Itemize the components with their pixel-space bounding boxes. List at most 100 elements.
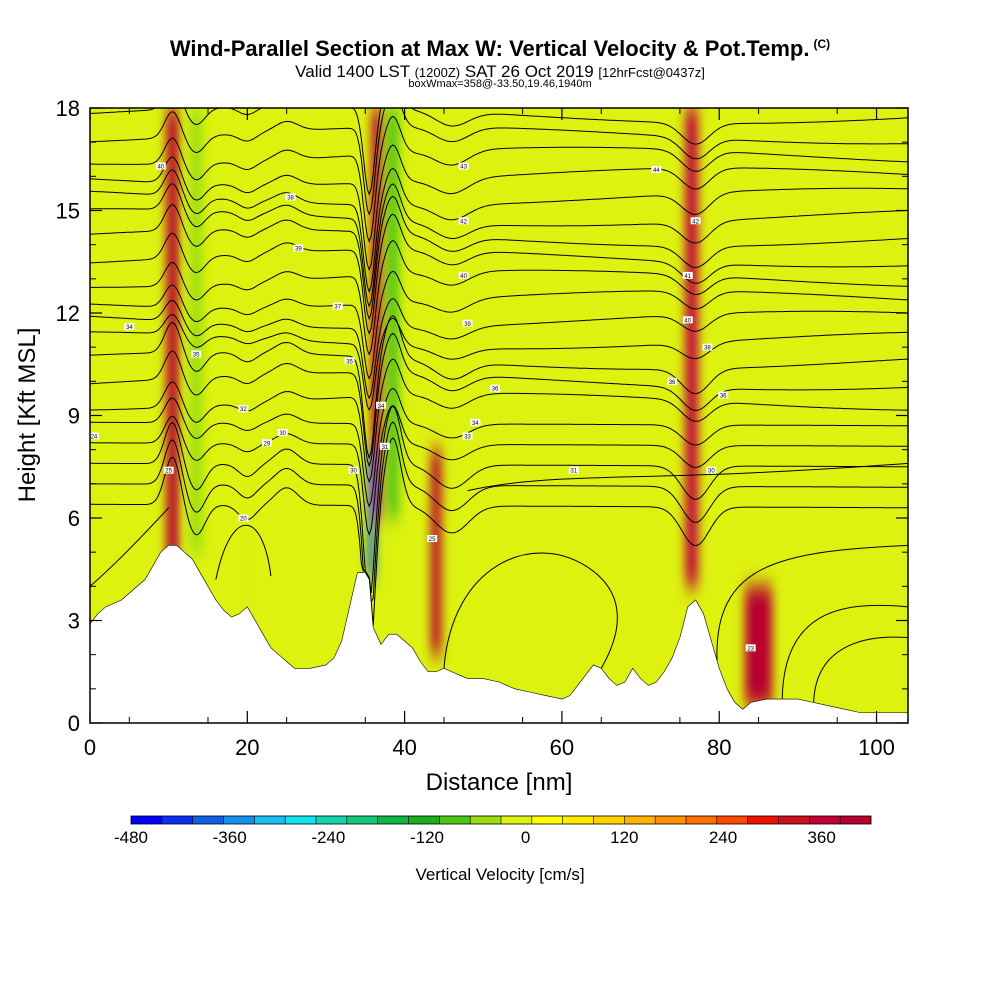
contour-label-15: 31 bbox=[379, 442, 390, 451]
w-band-4 bbox=[368, 449, 376, 580]
colorbar-swatch-0 bbox=[131, 816, 163, 824]
colorbar-swatch-15 bbox=[593, 816, 625, 824]
contour-label-29: 42 bbox=[690, 217, 701, 225]
colorbar-swatch-11 bbox=[470, 816, 502, 824]
chart-title: Wind-Parallel Section at Max W: Vertical… bbox=[0, 36, 1000, 62]
theta-contour-11 bbox=[90, 240, 908, 356]
theta-contour-13 bbox=[90, 195, 908, 321]
forecast-info: [12hrFcst@0437z] bbox=[598, 65, 705, 80]
colorbar-tick-5: 120 bbox=[610, 828, 638, 847]
colorbar-swatch-16 bbox=[624, 816, 656, 824]
contour-label-20: 39 bbox=[462, 319, 473, 328]
contour-label-3: 25 bbox=[163, 466, 174, 475]
theta-contour-10 bbox=[90, 270, 908, 380]
w-band-3 bbox=[371, 108, 383, 518]
colorbar-swatch-3 bbox=[223, 816, 255, 824]
colorbar-swatch-10 bbox=[439, 816, 471, 824]
theta-contour-low-2 bbox=[443, 552, 618, 669]
chart-title-text: Wind-Parallel Section at Max W: Vertical… bbox=[169, 36, 810, 61]
svg-text:36: 36 bbox=[720, 394, 727, 400]
chart-subtitle: Valid 1400 LST (1200Z) SAT 26 Oct 2019 [… bbox=[0, 62, 1000, 82]
colorbar-tick-4: 0 bbox=[521, 828, 530, 847]
colorbar-swatch-21 bbox=[778, 816, 810, 824]
contour-label-17: 43 bbox=[458, 162, 469, 171]
svg-text:20: 20 bbox=[240, 517, 247, 523]
colorbar-swatch-8 bbox=[377, 816, 409, 824]
svg-text:38: 38 bbox=[704, 346, 711, 352]
contour-label-8: 30 bbox=[277, 429, 288, 437]
contour-label-26: 36 bbox=[667, 377, 678, 386]
colorbar-swatch-23 bbox=[840, 816, 872, 824]
theta-contour-5 bbox=[90, 358, 908, 484]
utc-time: (1200Z) bbox=[414, 65, 461, 80]
colorbar-swatch-2 bbox=[192, 816, 224, 824]
contour-label-14: 34 bbox=[376, 401, 387, 410]
colorbar-swatch-17 bbox=[655, 816, 687, 824]
valid-time: Valid 1400 LST bbox=[295, 62, 410, 81]
colorbar-swatch-9 bbox=[408, 816, 440, 824]
colorbar-tick-6: 240 bbox=[709, 828, 737, 847]
y-tick-label-3: 9 bbox=[68, 404, 80, 429]
colorbar-swatch-19 bbox=[716, 816, 748, 824]
theta-contour-18 bbox=[90, 108, 908, 216]
contour-label-16: 25 bbox=[427, 535, 438, 543]
svg-text:40: 40 bbox=[460, 274, 467, 280]
colorbar-swatch-22 bbox=[809, 816, 841, 824]
contour-label-13: 30 bbox=[348, 466, 359, 475]
w-band-0 bbox=[166, 108, 179, 655]
contour-label-27: 41 bbox=[682, 271, 693, 280]
theta-contour-14 bbox=[90, 183, 908, 308]
svg-text:41: 41 bbox=[684, 274, 691, 280]
contour-label-10: 39 bbox=[293, 244, 304, 253]
svg-text:38: 38 bbox=[287, 195, 294, 201]
colorbar-swatch-20 bbox=[747, 816, 779, 824]
colorbar-tick-3: -120 bbox=[410, 828, 444, 847]
svg-text:35: 35 bbox=[346, 359, 353, 365]
theta-contour-low-0 bbox=[90, 507, 170, 587]
theta-contour-12 bbox=[90, 213, 908, 335]
valid-date: SAT 26 Oct 2019 bbox=[464, 62, 594, 81]
theta-contour-low-3 bbox=[716, 544, 908, 689]
w-band-1 bbox=[190, 108, 203, 553]
x-tick-label-3: 60 bbox=[550, 735, 574, 760]
theta-contour-8 bbox=[90, 313, 908, 411]
svg-text:37: 37 bbox=[334, 305, 341, 311]
y-tick-label-4: 12 bbox=[56, 301, 80, 326]
theta-contour-low-1 bbox=[215, 524, 272, 580]
x-axis-label: Distance [nm] bbox=[426, 769, 573, 796]
svg-text:40: 40 bbox=[684, 318, 691, 324]
svg-text:39: 39 bbox=[295, 247, 302, 253]
theta-contour-16 bbox=[90, 144, 908, 271]
theta-contour-4 bbox=[90, 387, 908, 508]
svg-text:31: 31 bbox=[570, 469, 577, 475]
w-band-2 bbox=[242, 483, 253, 621]
contour-label-11: 37 bbox=[332, 302, 343, 311]
colorbar-tick-0: -480 bbox=[114, 828, 148, 847]
y-tick-label-6: 18 bbox=[56, 96, 80, 121]
theta-contour-9 bbox=[90, 298, 908, 400]
svg-text:40: 40 bbox=[157, 165, 164, 171]
svg-text:42: 42 bbox=[460, 219, 467, 225]
theta-contour-17 bbox=[90, 115, 908, 243]
contour-label-9: 38 bbox=[285, 193, 296, 201]
terrain-profile bbox=[90, 545, 908, 723]
theta-contour-low-5 bbox=[813, 636, 908, 706]
contour-label-2: 40 bbox=[155, 162, 166, 171]
theta-contour-2 bbox=[90, 405, 908, 593]
theta-contour-0 bbox=[90, 437, 908, 626]
theta-contour-low-6 bbox=[467, 462, 908, 492]
vertical-velocity-field: 24 34 40 25 35 32 20 29 30 38 39 37 35 30 34 31 25 43 42 40… bbox=[90, 108, 908, 723]
colorbar-label: Vertical Velocity [cm/s] bbox=[415, 865, 584, 884]
contour-label-6: 20 bbox=[238, 514, 249, 523]
theta-contour-low-4 bbox=[781, 604, 908, 703]
colorbar-swatch-5 bbox=[285, 816, 317, 824]
svg-text:35: 35 bbox=[193, 353, 200, 359]
svg-text:34: 34 bbox=[378, 404, 385, 410]
svg-text:34: 34 bbox=[472, 421, 479, 427]
contour-label-25: 44 bbox=[651, 166, 662, 174]
colorbar bbox=[130, 815, 872, 825]
x-tick-label-0: 0 bbox=[84, 735, 96, 760]
x-tick-label-1: 20 bbox=[235, 735, 259, 760]
svg-text:23: 23 bbox=[747, 646, 754, 652]
colorbar-tick-2: -240 bbox=[311, 828, 345, 847]
